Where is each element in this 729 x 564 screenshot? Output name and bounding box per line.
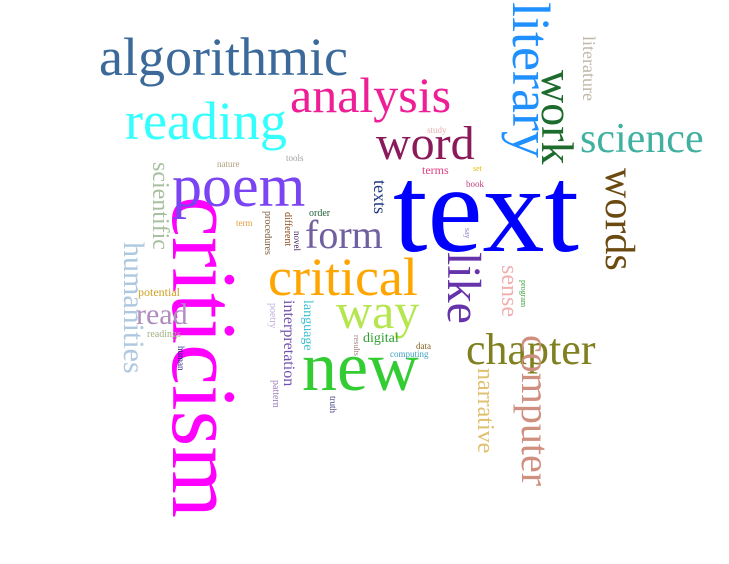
word-set: set — [473, 164, 482, 173]
word-words: words — [596, 168, 642, 271]
word-narrative: narrative — [472, 368, 498, 454]
word-novel: novel — [292, 231, 302, 251]
word-form: form — [305, 212, 383, 257]
word-new: new — [302, 329, 419, 406]
word-potential: potential — [138, 285, 180, 299]
word-analysis: analysis — [290, 67, 452, 123]
word-word: word — [376, 117, 475, 170]
word-term: term — [236, 218, 253, 228]
word-way: way — [336, 283, 420, 339]
word-study: study — [427, 125, 447, 135]
word-texts: texts — [370, 180, 390, 214]
word-algorithmic: algorithmic — [99, 27, 348, 87]
word-read: read — [136, 298, 188, 331]
word-text: text — [393, 141, 579, 278]
word-order: order — [309, 208, 331, 219]
word-sense: sense — [496, 265, 522, 317]
word-book: book — [466, 179, 484, 189]
word-computer: computer — [513, 335, 558, 487]
word-interpretation: interpretation — [280, 300, 297, 387]
word-procedures: procedures — [262, 211, 273, 255]
word-readings: readings — [147, 329, 181, 340]
word-truth: truth — [328, 396, 338, 413]
word-different: different — [282, 212, 293, 247]
word-chapter: chapter — [466, 325, 596, 374]
word-human: human — [176, 346, 186, 371]
word-science: science — [580, 116, 704, 162]
word-digital: digital — [363, 331, 399, 346]
word-scientific: scientific — [147, 162, 173, 250]
word-literature: literature — [579, 36, 599, 101]
word-poem: poem — [172, 153, 306, 219]
word-say: say — [463, 228, 472, 239]
word-work: work — [532, 70, 583, 165]
word-data: data — [416, 341, 431, 351]
word-results: results — [352, 335, 361, 356]
word-nature: nature — [217, 159, 240, 169]
word-pattern: pattern — [270, 380, 281, 408]
word-critical: critical — [268, 247, 418, 307]
word-reading: reading — [125, 91, 287, 151]
word-poetry: poetry — [267, 303, 278, 329]
word-program: program — [519, 280, 528, 308]
word-language: language — [300, 300, 315, 351]
word-computing: computing — [390, 349, 429, 359]
word-terms: terms — [422, 163, 449, 177]
word-tools: tools — [286, 153, 304, 163]
word-like: like — [437, 252, 490, 324]
